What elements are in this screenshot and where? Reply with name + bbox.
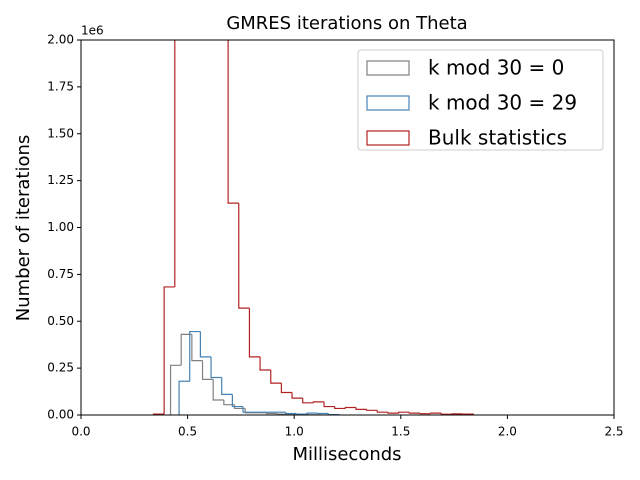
histogram-bin: [323, 401, 335, 408]
x-tick-label: 2.0: [498, 425, 517, 439]
histogram-bin: [312, 401, 325, 403]
chart-title: GMRES iterations on Theta: [226, 13, 467, 34]
histogram-bin: [201, 360, 214, 380]
legend: k mod 30 = 0 k mod 30 = 29 Bulk statistics: [357, 49, 604, 151]
histogram-bin: [221, 377, 233, 395]
y-tick-label: 1.25: [47, 173, 74, 187]
histogram-bin: [223, 400, 235, 406]
y-tick-label: 2.00: [47, 33, 74, 47]
histogram-bin: [233, 404, 246, 410]
legend-swatch: [366, 95, 410, 111]
x-axis-label: Milliseconds: [292, 444, 401, 465]
y-tick-label: 1.50: [47, 126, 74, 140]
histogram-bin: [248, 308, 261, 358]
histogram-bin: [178, 380, 190, 415]
histogram-bin: [344, 406, 357, 409]
histogram-bin: [227, 40, 239, 204]
histogram-bin: [259, 356, 271, 371]
histogram-bin: [163, 286, 175, 415]
histogram-bin: [242, 406, 254, 413]
histogram-bin: [276, 413, 288, 415]
histogram-bin: [430, 412, 442, 414]
histogram-bin: [355, 407, 367, 410]
x-tick-label: 1.0: [285, 425, 304, 439]
x-tick-label: 0.0: [71, 425, 90, 439]
histogram-bin: [212, 379, 224, 401]
legend-label: k mod 30 = 29: [428, 91, 577, 115]
histogram-bin: [387, 412, 399, 414]
y-tick-label: 1.00: [47, 220, 74, 234]
histogram-bin: [419, 413, 431, 415]
histogram-bin: [334, 406, 346, 410]
y-axis-label: Number of iterations: [13, 135, 34, 322]
legend-swatch: [366, 60, 410, 76]
legend-label: Bulk statistics: [428, 126, 567, 150]
y-tick-label: 0.50: [47, 314, 74, 328]
histogram-bin: [210, 356, 222, 379]
y-tick-label: 0.25: [47, 361, 74, 375]
histogram-bin: [376, 410, 389, 413]
histogram-bin: [189, 330, 201, 382]
histogram-bin: [199, 331, 212, 358]
legend-box: [357, 49, 604, 151]
histogram-bin: [270, 370, 282, 384]
histogram-bin: [191, 334, 203, 362]
histogram-bin: [238, 203, 250, 309]
histogram-bin: [398, 411, 410, 414]
histogram-bin: [231, 394, 244, 408]
histogram-bin: [180, 333, 192, 366]
legend-swatch: [366, 130, 410, 146]
legend-label: k mod 30 = 0: [428, 56, 564, 80]
histogram-bin: [291, 392, 303, 399]
x-tick-label: 1.5: [391, 425, 410, 439]
histogram-bin: [280, 383, 293, 394]
histogram-bin: [302, 398, 314, 404]
histogram-bin: [366, 409, 378, 411]
histogram-bin: [408, 412, 420, 414]
x-tick-label: 2.5: [604, 425, 623, 439]
x-tick-label: 0.5: [178, 425, 197, 439]
histogram-bin: [306, 412, 318, 415]
histogram-bin: [169, 364, 182, 415]
y-tick-label: 0.00: [47, 408, 74, 422]
histogram-bin: [295, 413, 307, 415]
y-tick-label: 1.75: [47, 79, 74, 93]
histogram-bin: [440, 413, 452, 415]
histogram-bin: [174, 40, 176, 287]
histogram-bin: [285, 412, 297, 415]
y-tick-label: 0.75: [47, 267, 74, 281]
y-offset-label: 1e6: [81, 24, 104, 38]
histogram-bin: [265, 412, 278, 415]
